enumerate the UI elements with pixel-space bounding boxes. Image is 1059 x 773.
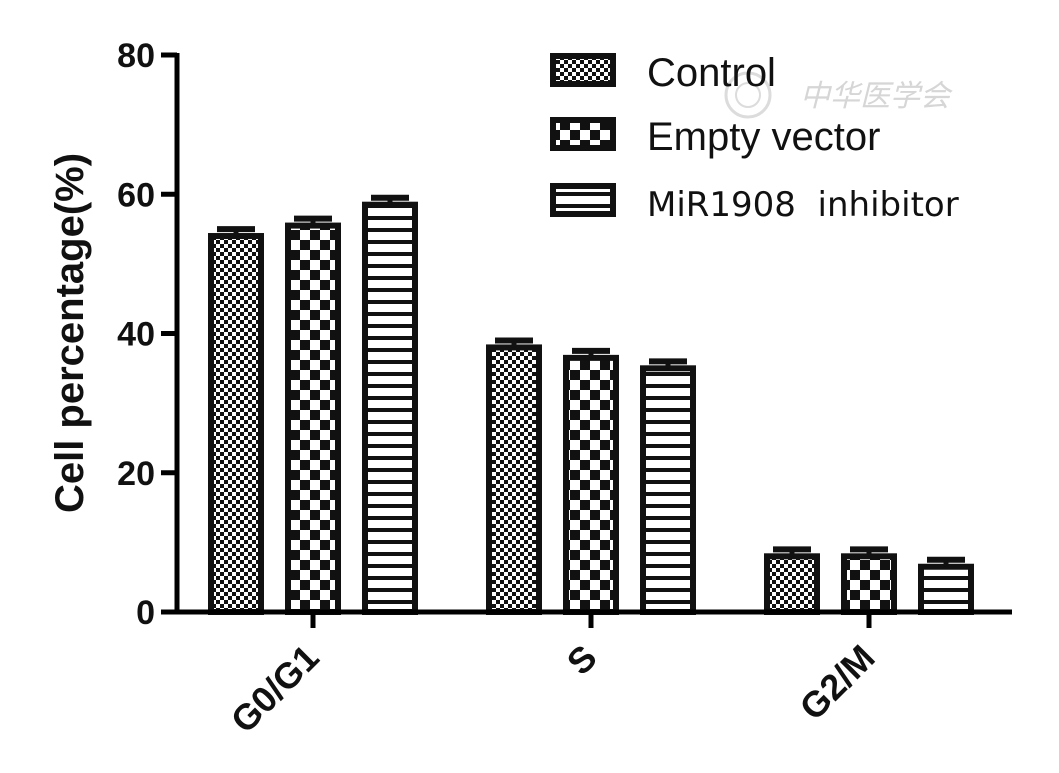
bar: [285, 222, 341, 616]
legend: Control Empty vector MiR1908 inhibitor: [550, 51, 959, 225]
legend-swatch: [550, 117, 616, 151]
y-tick-label: 40: [117, 316, 155, 354]
bar: [486, 344, 542, 615]
bar: [841, 553, 897, 615]
y-tick-label: 80: [117, 37, 155, 75]
y-axis-ticks: 0 20 40 60 80: [117, 37, 177, 632]
bar: [208, 233, 264, 615]
x-tick-label: G2/M: [791, 637, 882, 728]
y-tick-label: 20: [117, 455, 155, 493]
bars-layer: [208, 194, 974, 616]
x-tick-label: G0/G1: [223, 637, 327, 741]
y-tick-label: 0: [136, 594, 155, 632]
legend-label: Control: [647, 51, 776, 95]
legend-label: Empty vector: [647, 115, 880, 159]
x-tick-label: S: [559, 637, 605, 683]
bar: [640, 365, 696, 615]
x-axis-labels: G0/G1 S G2/M: [223, 612, 883, 741]
bar: [764, 553, 820, 615]
legend-swatch: [550, 183, 616, 217]
legend-swatch: [550, 53, 616, 87]
y-tick-label: 60: [117, 176, 155, 214]
bar: [362, 201, 418, 615]
bar: [918, 563, 974, 616]
legend-label: MiR1908 inhibitor: [647, 185, 959, 225]
watermark: 中华医学会: [724, 71, 953, 119]
watermark-seal-icon: [724, 71, 772, 119]
bar: [563, 354, 619, 615]
y-axis-label: Cell percentage(%): [48, 153, 92, 513]
watermark-text: 中华医学会: [800, 79, 953, 114]
